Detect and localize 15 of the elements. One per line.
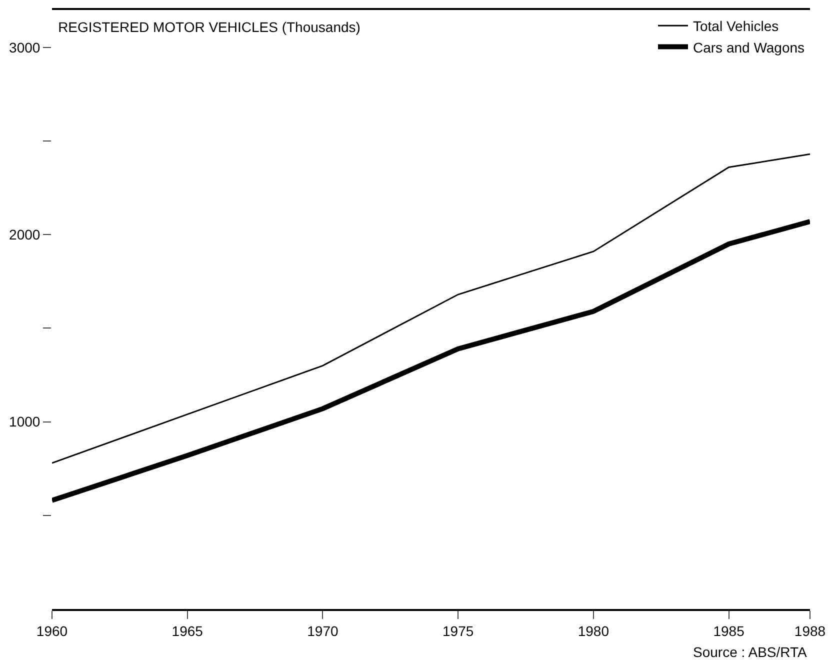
legend-label: Cars and Wagons [693,39,805,56]
y-tick-label: 2000 [9,226,40,243]
x-tick-label: 1975 [442,622,474,639]
x-tick-label: 1960 [36,622,68,639]
legend-label: Total Vehicles [693,18,779,34]
x-tick-label: 1985 [713,622,745,639]
x-tick-label: 1980 [578,622,610,639]
x-tick-label: 1970 [307,622,338,639]
y-tick-label: 1000 [9,414,40,430]
x-tick-label: 1965 [172,622,204,639]
x-tick-label: 1988 [794,622,826,639]
source-note: Source : ABS/RTA [693,644,808,660]
text: REGISTERED MOTOR VEHICLES (Thousands) [58,18,360,35]
line-series [52,153,810,464]
y-tick-label: 3000 [9,39,40,56]
